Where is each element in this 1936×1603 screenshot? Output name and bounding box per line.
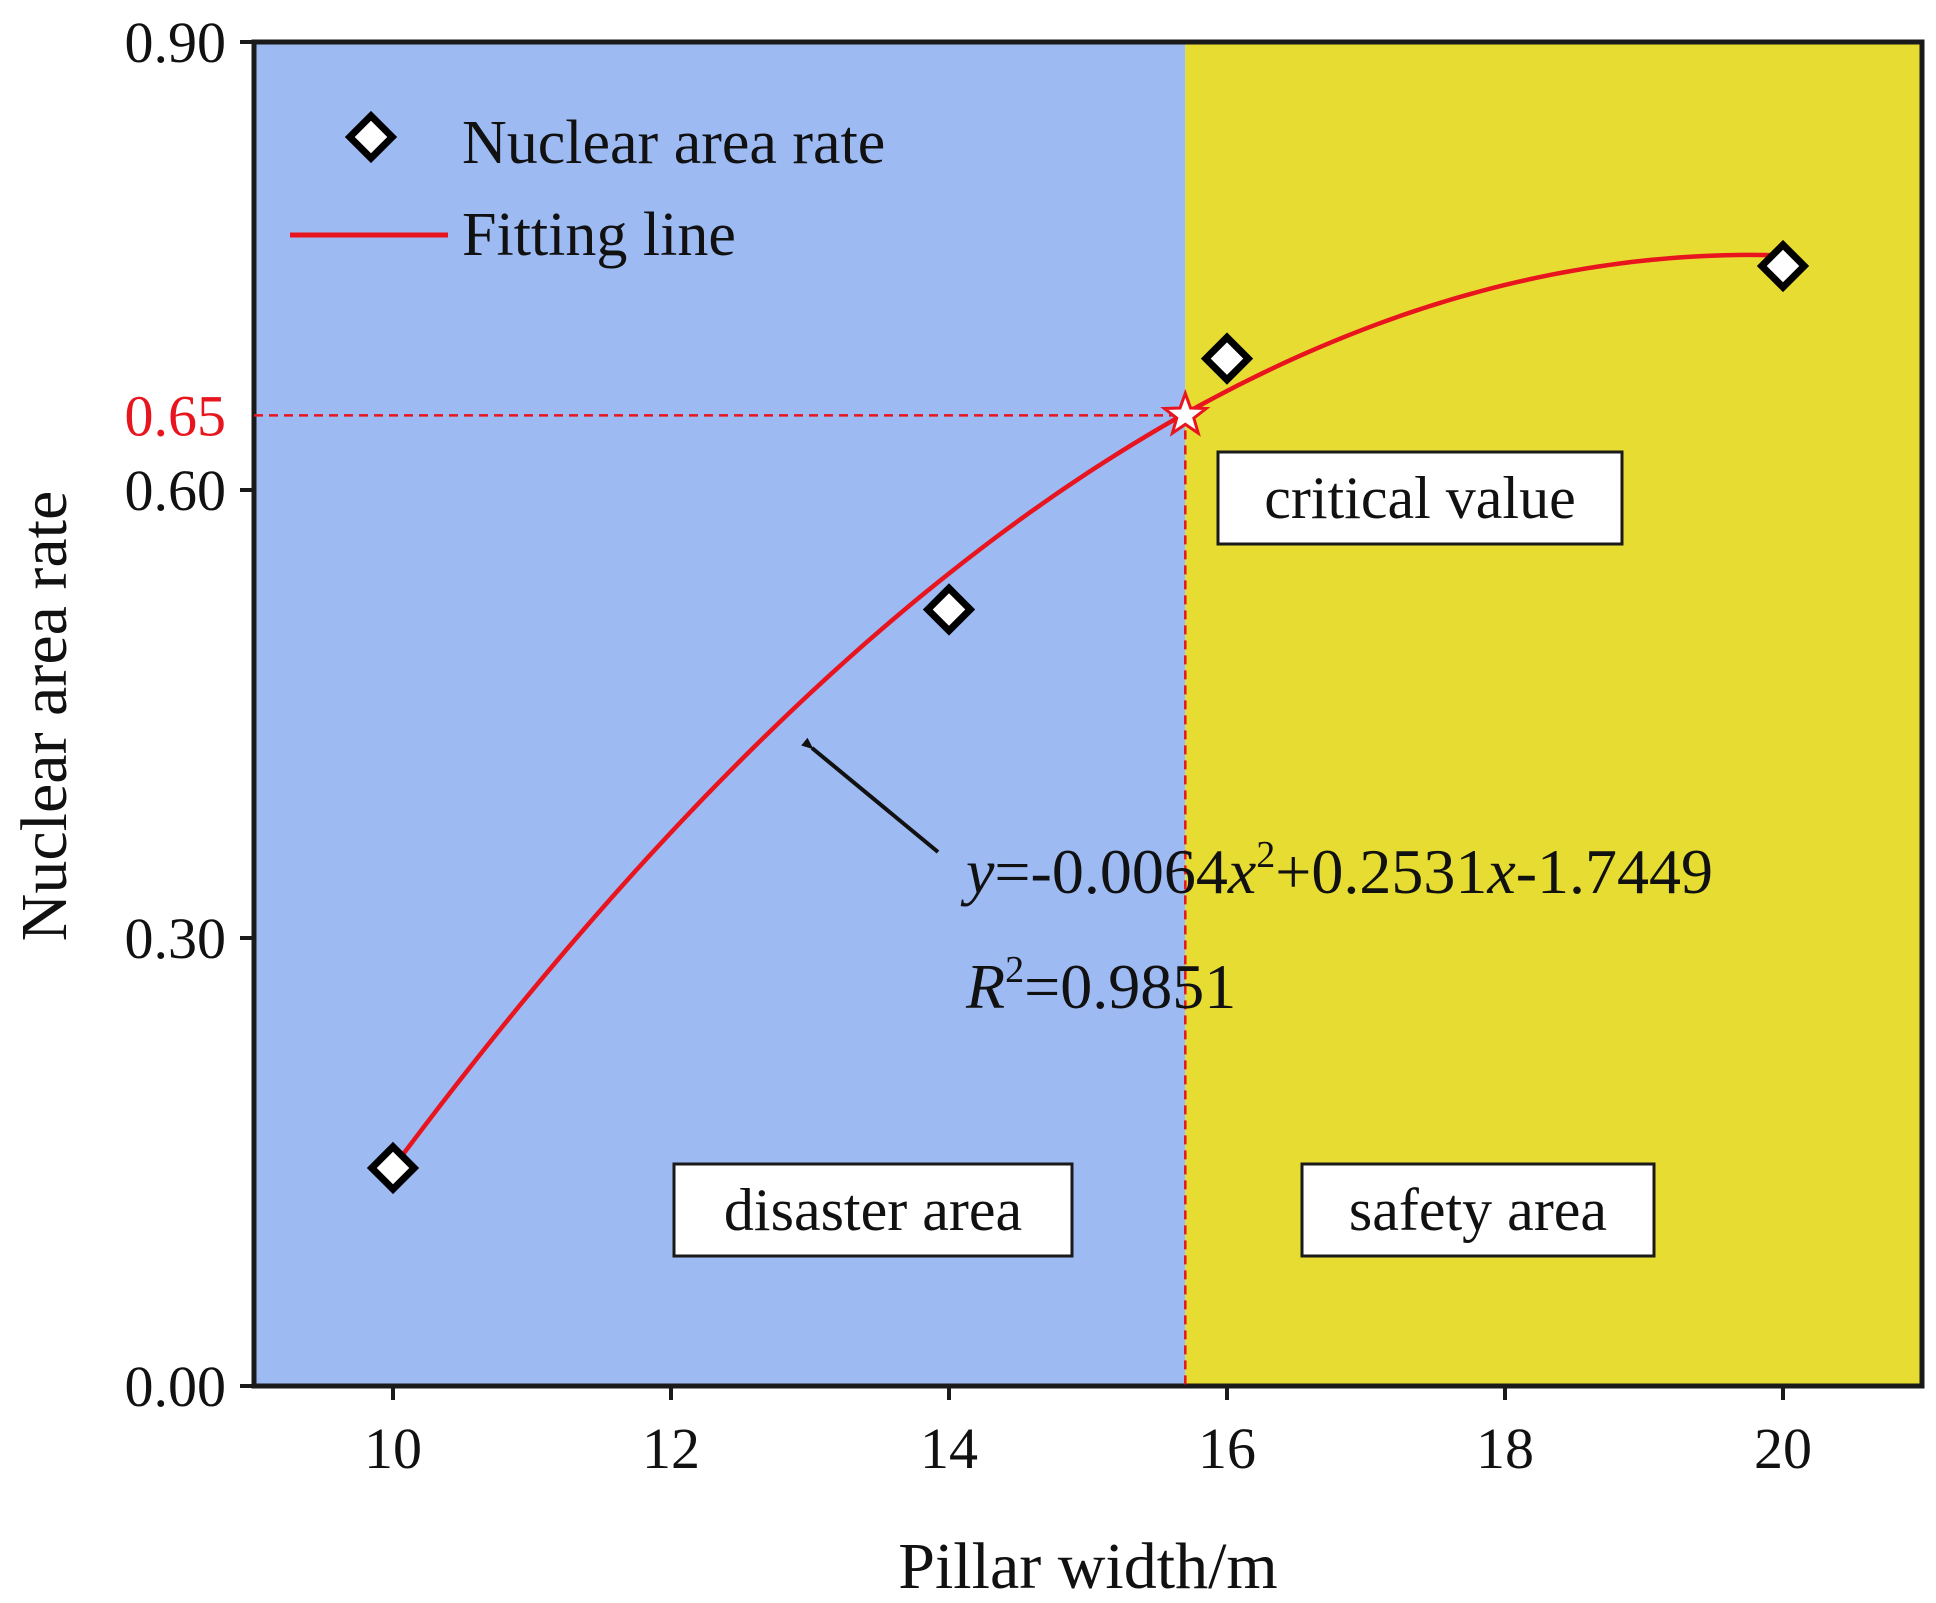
equation-line-2: R2=0.9851 [965,949,1236,1022]
critical-point-star [1160,388,1211,437]
fitting-line-group [391,252,1784,1170]
legend-label-nuclear-area-rate: Nuclear area rate [462,109,885,177]
legend: Nuclear area rate Fitting line [290,109,885,269]
y-tick-label: 0.00 [125,1354,227,1419]
data-point [922,583,976,636]
critical-value-box: critical value [1216,450,1624,546]
safety-area-box: safety area [1300,1162,1656,1258]
data-point [1200,332,1254,385]
y-tick-label: 0.90 [125,10,227,75]
disaster-area-label: disaster area [724,1177,1022,1243]
fit-equation: y=-0.0064x2+0.2531x-1.7449 R2=0.9851 [960,834,1713,1022]
x-tick-label: 16 [1198,1416,1256,1481]
x-tick-label: 12 [642,1416,700,1481]
x-tick-label: 18 [1476,1416,1534,1481]
annotation-arrow [801,737,940,854]
critical-guides [254,414,1187,1386]
x-axis-title: Pillar width/m [898,1530,1278,1603]
x-tick-label: 10 [364,1416,422,1481]
y-axis-title: Nuclear area rate [8,491,81,942]
plot-frame [251,39,1925,1389]
legend-marker-diamond [344,110,398,164]
data-point [366,1141,420,1195]
disaster-area-box: disaster area [672,1162,1074,1258]
y-tick-label: 0.60 [125,458,227,523]
data-point [1756,239,1810,293]
data-points [366,239,1810,1195]
y-tick-labels: 0.00 0.30 0.60 0.90 0.65 [125,10,227,1419]
x-tick-labels: 10 12 14 16 18 20 [364,1416,1812,1481]
critical-value-label: critical value [1264,465,1575,531]
y-tick-label-critical: 0.65 [125,383,227,448]
safety-area-label: safety area [1349,1177,1607,1243]
x-tick-label: 20 [1754,1416,1812,1481]
y-tick-label: 0.30 [125,906,227,971]
equation-line-1: y=-0.0064x2+0.2531x-1.7449 [960,834,1713,907]
fitting-line [391,252,1784,1170]
x-tick-label: 14 [920,1416,978,1481]
axis-ticks [240,40,1785,1400]
critical-point-group [1160,388,1211,437]
legend-label-fitting-line: Fitting line [462,201,736,269]
